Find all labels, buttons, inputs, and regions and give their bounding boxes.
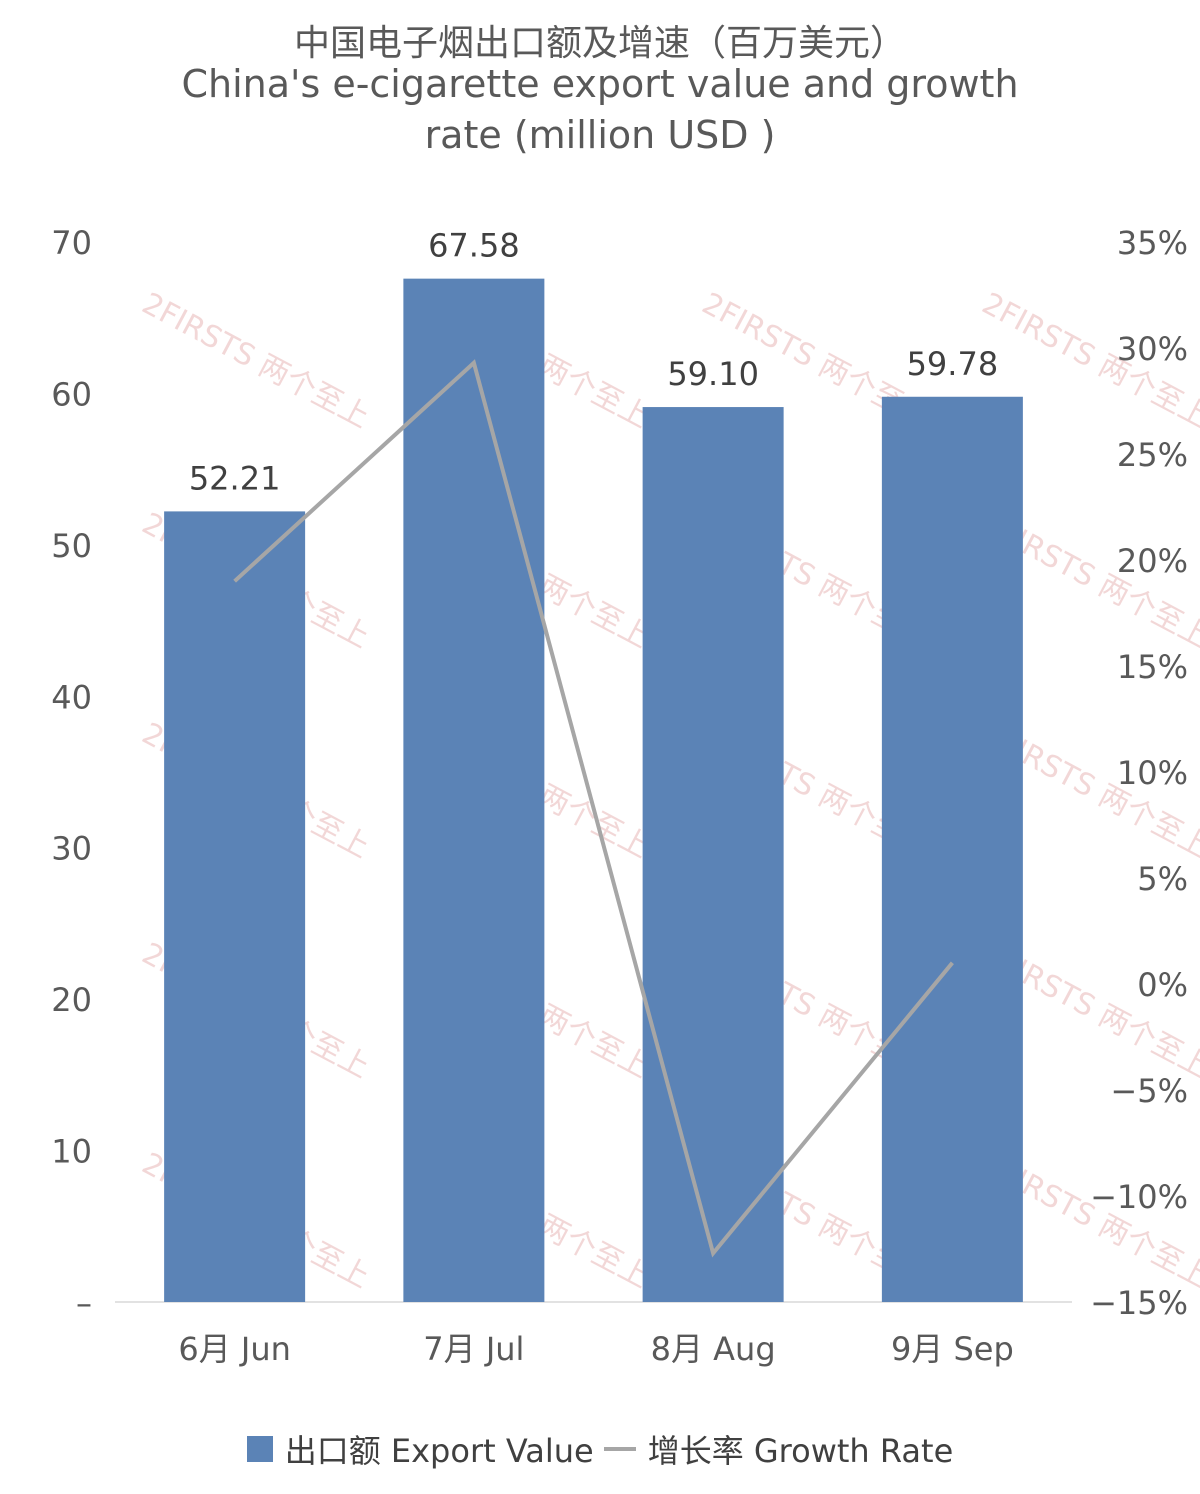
x-axis-tick-label: 9月 Sep	[891, 1330, 1014, 1368]
watermark-text: 2FIRSTS 两个至上	[136, 286, 375, 435]
legend-label-export-value: 出口额 Export Value	[284, 1432, 594, 1470]
right-axis-tick-label: 5%	[1137, 860, 1188, 898]
left-axis-tick-label: –	[76, 1284, 92, 1322]
left-axis-tick-label: 50	[51, 527, 92, 565]
right-axis-tick-label: 25%	[1117, 436, 1188, 474]
bar-data-label: 67.58	[428, 227, 520, 265]
chart-title-en-line2: rate (million USD )	[424, 113, 776, 157]
right-axis-tick-label: 15%	[1117, 648, 1188, 686]
bar-data-label: 59.78	[907, 345, 999, 383]
left-axis-tick-label: 40	[51, 678, 92, 716]
legend-label-growth-rate: 增长率 Growth Rate	[647, 1432, 954, 1470]
left-axis-tick-label: 20	[51, 981, 92, 1019]
legend-swatch-export-value	[246, 1436, 273, 1462]
left-axis-tick-label: 10	[51, 1133, 92, 1171]
bar-data-label: 52.21	[189, 459, 281, 497]
growth-rate-line	[233, 359, 954, 1258]
right-axis-tick-label: 0%	[1137, 966, 1188, 1004]
right-axis-tick-label: −5%	[1110, 1072, 1188, 1110]
right-axis-tick-label: 20%	[1117, 542, 1188, 580]
right-axis-tick-label: 30%	[1117, 330, 1188, 368]
right-axis-tick-label: −15%	[1090, 1284, 1188, 1322]
right-axis-tick-label: 10%	[1117, 754, 1188, 792]
x-axis-tick-label: 6月 Jun	[178, 1330, 291, 1368]
x-axis-tick-label: 8月 Aug	[651, 1330, 776, 1368]
x-axis-tick-label: 7月 Jul	[423, 1330, 524, 1368]
bar	[164, 511, 306, 1302]
legend-swatch-growth-rate	[603, 1447, 636, 1451]
bar	[881, 396, 1023, 1302]
chart-title-zh: 中国电子烟出口额及增速（百万美元）	[293, 23, 906, 64]
left-axis-tick-label: 60	[51, 375, 92, 413]
right-axis-tick-label: 35%	[1117, 224, 1188, 262]
bar-data-label: 59.10	[667, 355, 759, 393]
left-axis-tick-label: 30	[51, 830, 92, 868]
legend: 出口额 Export Value 增长率 Growth Rate	[0, 1426, 1200, 1472]
bar	[642, 407, 784, 1302]
chart-title-en: China's e-cigarette export value and gro…	[181, 62, 1019, 106]
left-axis-tick-label: 70	[51, 224, 92, 262]
bar	[403, 278, 545, 1302]
right-axis-tick-label: −10%	[1090, 1178, 1188, 1216]
